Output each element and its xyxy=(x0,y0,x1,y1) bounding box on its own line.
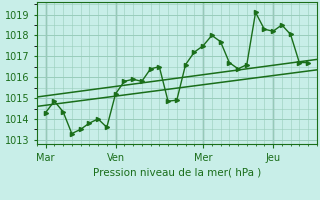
X-axis label: Pression niveau de la mer( hPa ): Pression niveau de la mer( hPa ) xyxy=(93,167,261,177)
